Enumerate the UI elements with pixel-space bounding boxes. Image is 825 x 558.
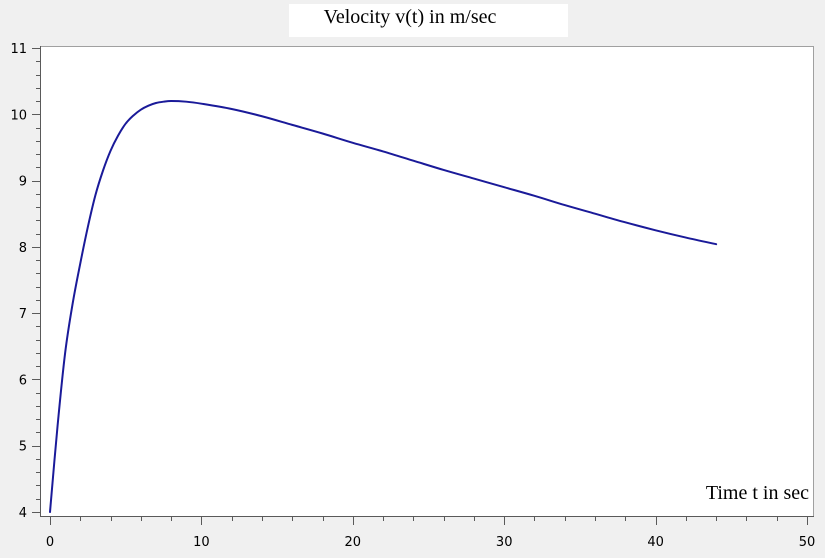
y-tick-label: 8 [19, 241, 27, 256]
y-tick-label: 9 [19, 175, 27, 190]
y-tick-label: 10 [10, 108, 27, 123]
plot-area [40, 47, 814, 516]
title-box [289, 4, 568, 37]
x-tick-label: 0 [46, 535, 54, 550]
x-tick-label: 50 [799, 535, 816, 550]
x-tick-label: 20 [345, 535, 362, 550]
y-tick-label: 11 [10, 42, 27, 57]
chart-title: Velocity v(t) in m/sec [324, 6, 497, 28]
x-tick-label: 30 [496, 535, 513, 550]
y-tick-label: 4 [19, 506, 27, 521]
x-tick-label: 10 [193, 535, 210, 550]
axis-tick-labels: 0 10 20 30 40 50 4 5 6 7 8 9 10 11 [10, 42, 815, 550]
axis-ticks [32, 48, 808, 525]
series-layer [49, 100, 718, 513]
series-line [49, 100, 718, 513]
y-tick-label: 5 [19, 440, 27, 455]
y-tick-label: 6 [19, 373, 27, 388]
y-tick-label: 7 [19, 307, 27, 322]
x-tick-label: 40 [647, 535, 664, 550]
x-axis-label: Time t in sec [706, 482, 809, 504]
